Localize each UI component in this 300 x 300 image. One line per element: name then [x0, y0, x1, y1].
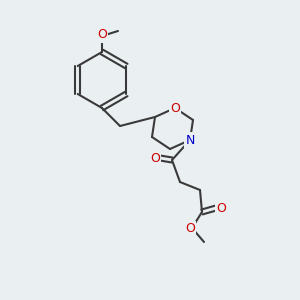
Text: N: N [185, 134, 195, 146]
Text: O: O [185, 223, 195, 236]
Text: O: O [170, 101, 180, 115]
Text: O: O [97, 28, 107, 41]
Text: O: O [150, 152, 160, 164]
Text: O: O [216, 202, 226, 214]
